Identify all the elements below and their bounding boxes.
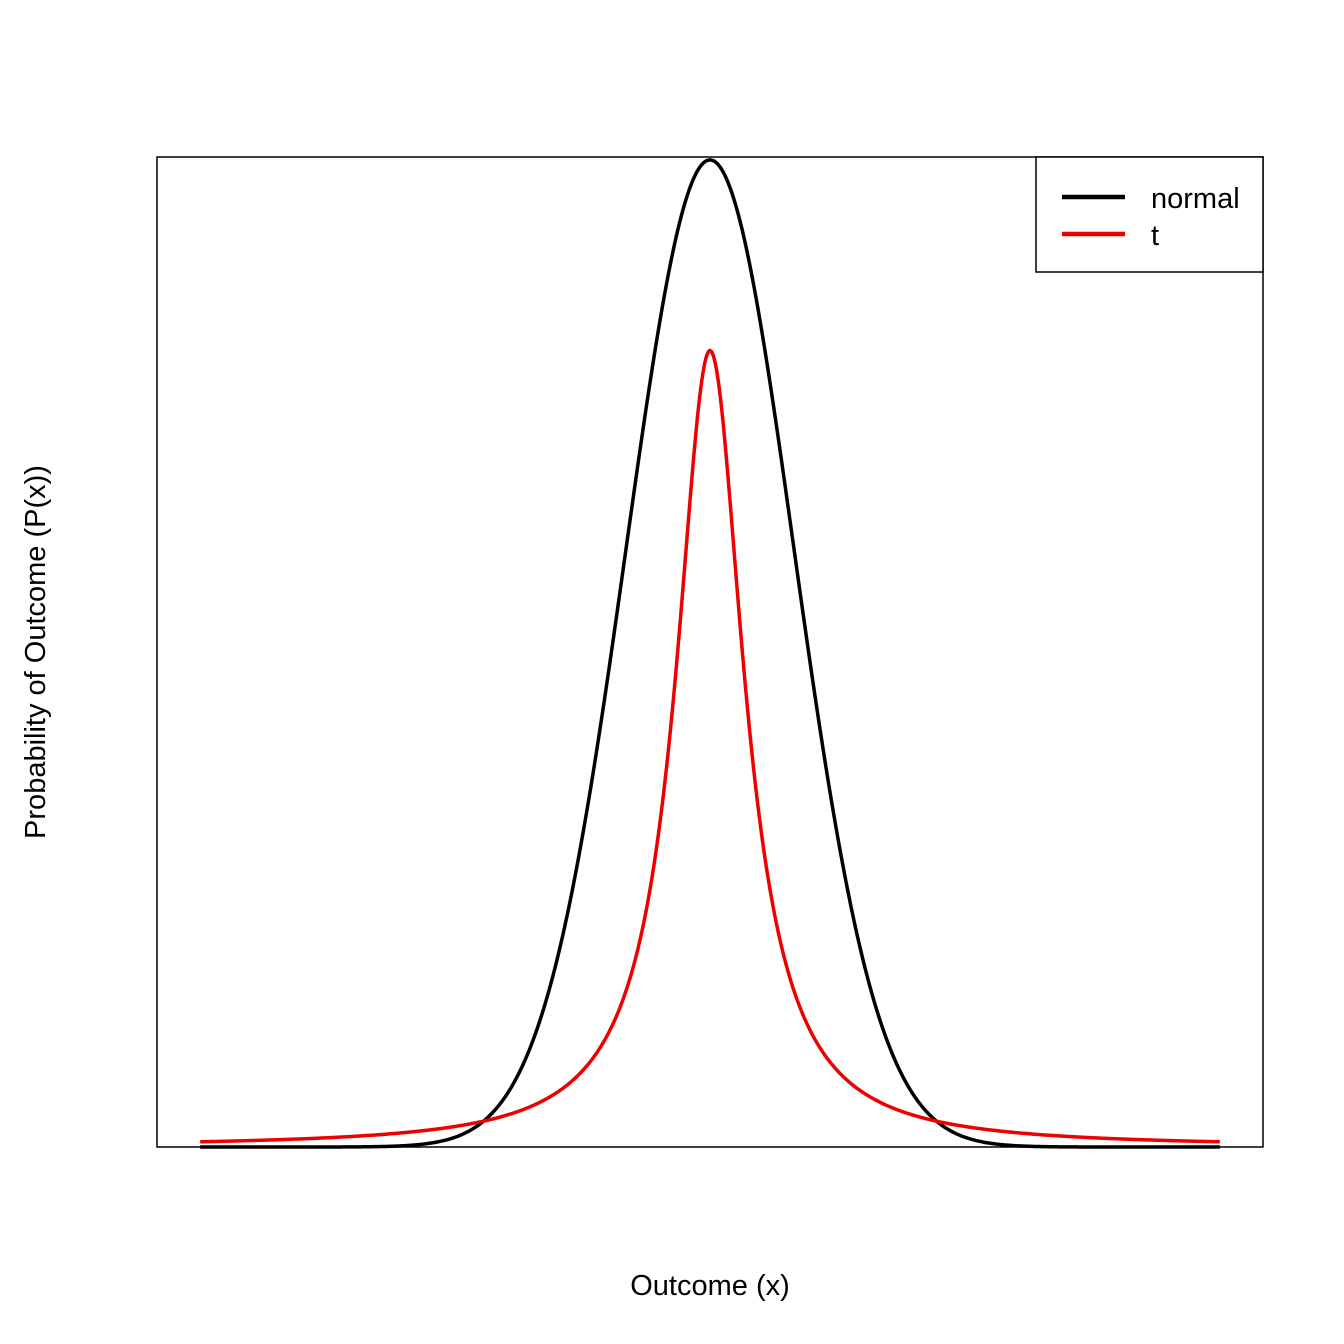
series-line-normal xyxy=(200,158,1220,1149)
legend-label-t: t xyxy=(1151,220,1159,252)
legend-box xyxy=(1035,156,1264,273)
legend: normal t xyxy=(1035,156,1264,273)
legend-label-normal: normal xyxy=(1151,183,1240,215)
series-line-t xyxy=(200,348,1220,1144)
series-layer xyxy=(200,158,1220,1149)
plot-frame xyxy=(156,156,1264,1148)
x-axis-label: Outcome (x) xyxy=(630,1270,790,1302)
y-axis-label: Probability of Outcome (P(x)) xyxy=(20,465,52,839)
